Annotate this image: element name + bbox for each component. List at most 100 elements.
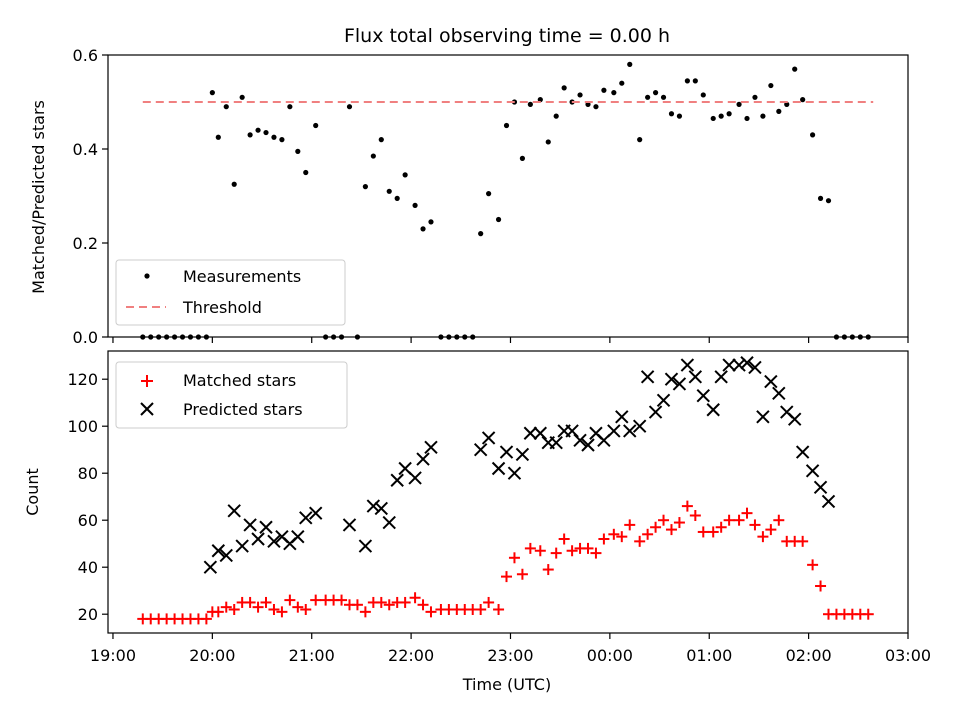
matched-star-point (417, 599, 429, 611)
measurement-point (287, 104, 293, 110)
matched-star-point (807, 559, 819, 571)
predicted-star-point (533, 426, 548, 440)
measurement-point (645, 94, 651, 100)
x-tick-label: 22:00 (388, 646, 434, 665)
measurement-point (223, 104, 229, 110)
measurement-point (239, 94, 245, 100)
measurement-point (503, 122, 510, 129)
predicted-star-point (640, 370, 655, 384)
bottom-x-axis: 19:00 20:00 21:00 22:00 23:00 00:00 01:00 02:00… (90, 633, 931, 665)
measurement-point (692, 78, 698, 84)
predicted-star-point (573, 433, 587, 448)
top-y-tick-label: 0.6 (73, 46, 98, 65)
measurement-point (684, 78, 690, 84)
predicted-star-point (696, 388, 710, 403)
measurement-point (247, 132, 253, 138)
predicted-star-point (664, 372, 679, 386)
predicted-star-point (772, 386, 786, 401)
matched-star-point (650, 521, 662, 533)
predicted-star-point (632, 419, 647, 433)
matched-star-point (773, 514, 785, 526)
matched-star-point (550, 547, 562, 559)
predicted-star-point (688, 370, 703, 384)
measurement-point (637, 137, 643, 143)
matched-star-point (715, 521, 727, 533)
predicted-star-point (267, 534, 281, 549)
measurement-point (295, 148, 301, 154)
measurement-point (412, 202, 418, 208)
measurement-point (760, 113, 766, 119)
predicted-star-point (227, 504, 241, 518)
measurement-point (825, 198, 832, 204)
measurement-point (668, 111, 675, 117)
bottom-y-tick-label: 60 (78, 511, 98, 530)
measurement-point (263, 129, 269, 136)
matched-star-point (797, 535, 809, 547)
predicted-star-point (821, 494, 836, 509)
predicted-star-point (366, 499, 381, 513)
bottom-y-tick-label: 40 (78, 558, 98, 577)
measurement-point (255, 127, 261, 133)
chart-title: Flux total observing time = 0.00 h (344, 25, 670, 47)
measurement-point (370, 153, 376, 159)
matched-star-point (558, 533, 570, 545)
matched-star-point (493, 604, 505, 615)
measurement-point (303, 169, 309, 176)
matched-star-point (268, 604, 280, 615)
predicted-star-point (523, 426, 538, 440)
measurement-point (619, 80, 625, 86)
x-tick-label: 03:00 (885, 646, 931, 665)
bottom-panel: 20 40 60 80 100 120 19:00 20:00 21:00 22:00 23:00… (23, 350, 931, 694)
measurement-point (710, 115, 716, 122)
legend-label-predicted: Predicted stars (183, 400, 303, 419)
matched-star-point (260, 596, 272, 608)
bottom-plot-frame (107, 350, 909, 634)
predicted-star-point (722, 358, 736, 372)
measurement-point (776, 108, 782, 114)
matched-star-point (757, 531, 769, 543)
predicted-star-point (615, 410, 629, 424)
legend-marker-measurements (144, 273, 150, 279)
legend-marker-predicted (140, 402, 154, 416)
predicted-star-point (805, 464, 820, 478)
predicted-star-point (581, 438, 595, 452)
matched-star-point (815, 580, 827, 592)
matched-star-point (425, 606, 437, 618)
matched-star-point (608, 528, 620, 540)
measurement-point (495, 216, 502, 223)
predicted-star-point (382, 515, 396, 530)
predicted-stars-series (203, 356, 836, 574)
measurement-point (231, 181, 237, 187)
matched-star-point (590, 547, 602, 559)
matched-star-point (501, 571, 513, 583)
top-panel: 0.0 0.2 0.4 0.6 Matched/Predicted stars Mea… (29, 46, 909, 347)
matched-star-point (707, 526, 719, 538)
measurement-point (537, 97, 543, 103)
measurement-point (784, 101, 790, 107)
matched-star-point (359, 606, 371, 618)
measurement-point (768, 82, 774, 89)
top-y-tick-label: 0.0 (73, 328, 98, 347)
measurement-point (279, 137, 285, 143)
predicted-star-point (259, 520, 273, 534)
matched-star-point (723, 514, 735, 526)
matched-star-point (741, 507, 753, 519)
measurement-point (420, 226, 426, 232)
measurement-point (428, 219, 434, 225)
measurement-point (346, 104, 353, 110)
matched-star-point (252, 601, 264, 613)
top-legend: Measurements Threshold (115, 259, 346, 326)
matched-star-point (220, 601, 232, 613)
predicted-star-point (656, 393, 671, 408)
measurement-point (545, 139, 551, 145)
predicted-star-point (706, 403, 720, 417)
matched-star-point (475, 604, 487, 615)
predicted-star-point (740, 356, 754, 370)
measurement-point (627, 61, 633, 67)
measurement-point (726, 111, 732, 117)
measurement-point (402, 172, 408, 178)
top-y-tick-label: 0.4 (73, 140, 98, 159)
predicted-star-point (308, 506, 323, 520)
